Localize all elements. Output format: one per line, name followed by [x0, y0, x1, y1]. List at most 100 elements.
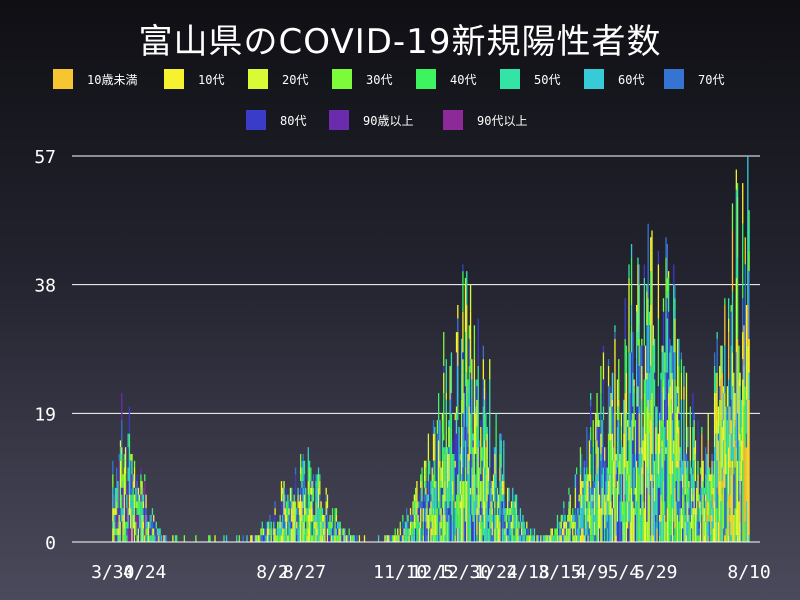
bar-segment	[402, 514, 404, 522]
bar-segment	[637, 264, 639, 333]
bar-segment	[225, 535, 228, 542]
bar-segment	[423, 481, 426, 488]
bar-segment	[657, 433, 660, 475]
bar-segment	[326, 501, 329, 509]
bar-segment	[418, 508, 421, 522]
legend-label: 80代	[280, 113, 307, 128]
bar-segment	[390, 535, 393, 542]
bar-segment	[448, 426, 450, 448]
bar-segment	[421, 474, 423, 482]
bar-segment	[713, 460, 716, 502]
bar-segment	[702, 494, 704, 502]
bar-segment	[430, 514, 432, 522]
bar-segment	[630, 352, 633, 414]
bar-segment	[439, 514, 441, 522]
bar-segment	[411, 528, 413, 536]
bar-segment	[616, 440, 619, 448]
bar-segment	[666, 244, 668, 278]
bar-segment	[128, 406, 131, 434]
bar-segment	[538, 535, 541, 542]
bar-segment	[307, 447, 309, 454]
bar-segment	[425, 521, 427, 542]
bar-segment	[421, 521, 423, 529]
bar-segment	[744, 318, 746, 387]
bar-segment	[150, 528, 152, 536]
bar-segment	[435, 535, 437, 542]
bar-segment	[605, 481, 607, 502]
bar-segment	[690, 487, 693, 502]
bar-segment	[501, 535, 504, 542]
bar-segment	[578, 494, 580, 502]
bar-segment	[607, 514, 610, 542]
bar-segment	[675, 508, 677, 542]
bar-segment	[706, 501, 708, 522]
bar-segment	[587, 501, 589, 515]
bar-segment	[661, 393, 663, 421]
bar-segment	[514, 494, 516, 502]
bar-segment	[423, 487, 426, 502]
bar-segment	[325, 501, 327, 515]
bar-segment	[151, 535, 154, 542]
bar-segment	[625, 521, 628, 542]
bar-segment	[121, 494, 123, 522]
bar-segment	[560, 514, 562, 522]
bar-segment	[471, 359, 473, 380]
bar-segment	[524, 528, 527, 536]
bar-segment	[132, 528, 134, 542]
bar-segment	[685, 372, 688, 394]
bar-segment	[274, 528, 276, 542]
bar-segment	[404, 528, 407, 536]
bar-segment	[674, 318, 676, 353]
bar-segment	[597, 467, 599, 482]
bar-segment	[683, 460, 685, 495]
bar-segment	[312, 514, 315, 522]
bar-segment	[618, 406, 620, 421]
bar-segment	[602, 379, 605, 407]
bar-segment	[460, 494, 463, 542]
bar-segment	[514, 508, 516, 515]
bar-segment	[434, 460, 436, 482]
bar-segment	[427, 481, 430, 495]
bar-segment	[445, 399, 447, 414]
bar-segment	[407, 535, 409, 542]
bar-segment	[710, 535, 712, 542]
bar-segment	[563, 501, 565, 509]
bar-segment	[498, 528, 500, 536]
bar-segment	[384, 535, 386, 542]
bar-segment	[293, 501, 295, 515]
bar-segment	[278, 521, 280, 529]
bar-segment	[632, 406, 634, 414]
bar-segment	[515, 528, 518, 542]
bar-segment	[279, 514, 281, 522]
bar-segment	[664, 460, 666, 502]
bar-segment	[671, 508, 674, 542]
bar-segment	[600, 453, 602, 461]
bar-segment	[498, 494, 500, 509]
bar-segment	[139, 487, 141, 495]
bar-segment	[669, 338, 671, 346]
bar-segment	[630, 257, 633, 285]
bar-segment	[632, 440, 634, 454]
bar-segment	[426, 508, 428, 515]
bar-segment	[561, 521, 564, 529]
bar-segment	[667, 271, 670, 278]
bar-segment	[650, 237, 652, 272]
bar-segment	[293, 514, 295, 529]
bar-segment	[478, 467, 481, 495]
bar-segment	[122, 521, 124, 542]
bar-segment	[137, 514, 140, 529]
bar-segment	[740, 474, 743, 482]
bar-segment	[627, 528, 629, 542]
bar-segment	[328, 521, 330, 529]
bar-segment	[135, 521, 137, 536]
bar-segment	[127, 508, 129, 529]
bar-segment	[536, 535, 538, 542]
y-tick-label: 0	[45, 533, 56, 554]
bar-segment	[596, 474, 598, 509]
bar-segment	[652, 420, 654, 475]
bar-segment	[491, 501, 493, 509]
bar-segment	[678, 521, 680, 542]
bar-segment	[588, 440, 591, 468]
bar-segment	[460, 372, 463, 400]
bar-segment	[291, 508, 293, 522]
